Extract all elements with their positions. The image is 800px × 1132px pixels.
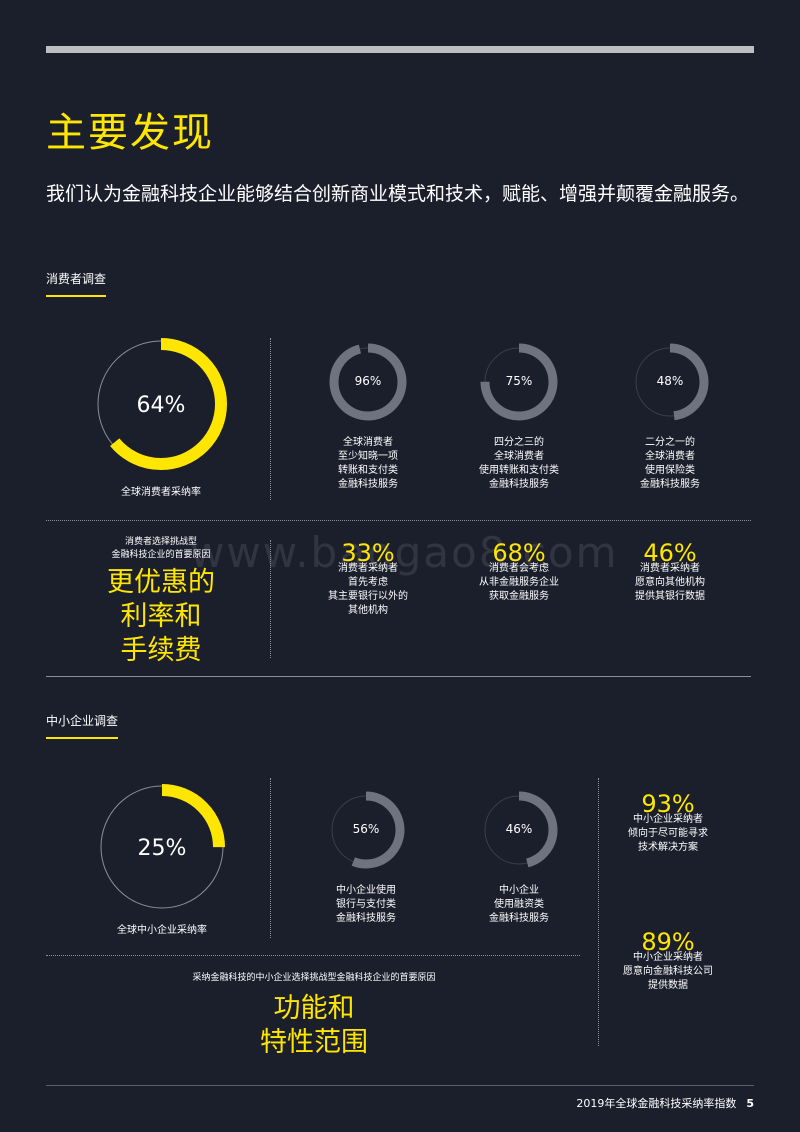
sme-main-ring-caption: 全球中小企业采纳率	[117, 925, 207, 936]
consumer-pct-1-line: 消费者会考虑	[489, 563, 549, 574]
divider-horizontal	[46, 520, 751, 521]
consumer-stat-2-ring-arc	[631, 343, 709, 421]
consumer-pct-0-line: 消费者采纳者	[338, 563, 398, 574]
sme-pct-0-value: 93%	[641, 790, 695, 818]
sme-stat-0-ring-arc	[327, 791, 405, 869]
consumer-main-ring-caption: 全球消费者采纳率	[121, 487, 201, 498]
sme-section-label: 中小企业调查	[46, 712, 119, 739]
consumer-stat-1-ring-arc	[480, 343, 558, 421]
consumer-stat-2-line: 二分之一的	[645, 437, 695, 448]
sme-stat-0-ring	[327, 791, 405, 869]
sme-pct-1-line: 中小企业采纳者	[633, 952, 703, 963]
sme-stat-0-line: 中小企业使用	[336, 885, 396, 896]
consumer-section-label: 消费者调查	[46, 270, 107, 297]
sme-pct-0-line: 倾向于尽可能寻求	[628, 828, 708, 839]
consumer-reason-title-line: 金融科技企业的首要原因	[111, 550, 211, 560]
sme-pct-1-line: 愿意向金融科技公司	[623, 966, 713, 977]
sme-stat-1-line: 金融科技服务	[489, 913, 549, 924]
consumer-pct-0-line: 其他机构	[348, 605, 388, 616]
consumer-pct-0-text: 33% 消费者采纳者 首先考虑其主要银行以外的 其他机构	[293, 539, 443, 618]
consumer-stat-1-line: 金融科技服务	[489, 479, 549, 490]
footer-rule	[46, 1085, 754, 1086]
consumer-stat-1-line: 全球消费者	[494, 451, 544, 462]
consumer-reason-title: 消费者选择挑战型 金融科技企业的首要原因	[96, 536, 226, 562]
consumer-stat-0-ring-value: 96%	[354, 374, 382, 388]
consumer-pct-2-value: 46%	[643, 539, 697, 567]
sme-stat-1-ring-value: 46%	[505, 822, 533, 836]
consumer-reason-line: 手续费	[120, 635, 202, 666]
sme-pct-0-line: 技术解决方案	[638, 842, 698, 853]
consumer-stat-2-line: 全球消费者	[645, 451, 695, 462]
sme-pct-1-text: 89% 中小企业采纳者 愿意向金融科技公司 提供数据	[598, 928, 738, 993]
sme-stat-0-text: 中小企业使用 银行与支付类 金融科技服务	[301, 884, 431, 926]
footer: 2019年全球金融科技采纳率指数 5	[576, 1095, 754, 1111]
divider-horizontal	[46, 955, 580, 956]
consumer-pct-0-line: 首先考虑	[348, 577, 388, 588]
sme-stat-0-line: 银行与支付类	[336, 899, 396, 910]
consumer-stat-2-text: 二分之一的全球消费者使用保险类金融科技服务	[600, 436, 740, 492]
sme-pct-0-line: 中小企业采纳者	[633, 814, 703, 825]
consumer-pct-2-line: 提供其银行数据	[635, 591, 705, 602]
consumer-pct-2-line: 愿意向其他机构	[635, 577, 705, 588]
consumer-pct-1-line: 获取金融服务	[489, 591, 549, 602]
consumer-stat-1-line: 四分之三的	[494, 437, 544, 448]
page-number: 5	[746, 1097, 754, 1110]
consumer-stat-1-ring	[480, 343, 558, 421]
consumer-stat-0-line: 转账和支付类	[338, 465, 398, 476]
sme-stat-0-line: 金融科技服务	[336, 913, 396, 924]
consumer-main-ring-value: 64%	[136, 393, 186, 418]
page-title: 主要发现	[46, 110, 214, 156]
consumer-stat-1-text: 四分之三的全球消费者使用转账和支付类 金融科技服务	[449, 436, 589, 492]
consumer-pct-1-line: 从非金融服务企业	[479, 577, 559, 588]
consumer-reason-line: 更优惠的	[107, 567, 215, 598]
divider-vertical	[270, 540, 271, 658]
sme-reason-big: 功能和 特性范围	[214, 992, 414, 1060]
consumer-stat-0-ring-arc	[329, 343, 407, 421]
sme-stat-1-ring-arc	[480, 791, 558, 869]
divider-vertical	[270, 338, 271, 500]
sme-pct-1-value: 89%	[641, 928, 695, 956]
top-rule	[46, 46, 754, 53]
consumer-pct-1-text: 68% 消费者会考虑 从非金融服务企业 获取金融服务	[444, 539, 594, 604]
consumer-stat-0-text: 全球消费者至少知晓一项 转账和支付类 金融科技服务	[298, 436, 438, 492]
consumer-stat-2-line: 金融科技服务	[640, 479, 700, 490]
consumer-stat-2-line: 使用保险类	[645, 465, 695, 476]
sme-stat-1-line: 中小企业	[499, 885, 539, 896]
sme-reason-line: 特性范围	[260, 1027, 368, 1058]
consumer-reason-title-line: 消费者选择挑战型	[124, 537, 197, 547]
section-divider	[46, 676, 751, 677]
consumer-stat-0-line: 至少知晓一项	[338, 451, 398, 462]
consumer-stat-1-line: 使用转账和支付类	[479, 465, 559, 476]
consumer-pct-0-value: 33%	[341, 539, 395, 567]
watermark: www.baogao8.com	[190, 528, 619, 577]
sme-stat-1-ring	[480, 791, 558, 869]
consumer-pct-2-line: 消费者采纳者	[640, 563, 700, 574]
consumer-main-ring	[95, 338, 227, 470]
consumer-pct-2-text: 46% 消费者采纳者 愿意向其他机构 提供其银行数据	[595, 539, 745, 604]
consumer-stat-0-ring	[329, 343, 407, 421]
intro-text: 我们认为金融科技企业能够结合创新商业模式和技术，赋能、增强并颠覆金融服务。	[46, 183, 750, 205]
consumer-reason-line: 利率和	[120, 601, 202, 632]
sme-main-ring	[99, 784, 225, 910]
consumer-pct-1-value: 68%	[492, 539, 546, 567]
consumer-stat-2-ring-value: 48%	[656, 374, 684, 388]
sme-stat-1-line: 使用融资类	[494, 899, 544, 910]
divider-vertical	[598, 778, 599, 1046]
sme-pct-0-text: 93% 中小企业采纳者 倾向于尽可能寻求 技术解决方案	[598, 790, 738, 855]
sme-main-ring-value: 25%	[137, 836, 187, 861]
sme-pct-1-line: 提供数据	[648, 980, 688, 991]
footer-text: 2019年全球金融科技采纳率指数	[576, 1097, 737, 1110]
consumer-stat-1-ring-value: 75%	[505, 374, 533, 388]
sme-stat-1-text: 中小企业使用融资类金融科技服务	[454, 884, 584, 926]
consumer-pct-0-line: 其主要银行以外的	[328, 591, 408, 602]
sme-reason-title: 采纳金融科技的中小企业选择挑战型金融科技企业的首要原因	[192, 973, 436, 983]
consumer-stat-0-line: 全球消费者	[343, 437, 393, 448]
consumer-stat-0-line: 金融科技服务	[338, 479, 398, 490]
consumer-reason-big: 更优惠的 利率和 手续费	[80, 566, 242, 668]
consumer-stat-2-ring	[631, 343, 709, 421]
sme-stat-0-ring-value: 56%	[352, 822, 380, 836]
sme-reason-line: 功能和	[273, 993, 355, 1024]
divider-vertical	[270, 778, 271, 938]
